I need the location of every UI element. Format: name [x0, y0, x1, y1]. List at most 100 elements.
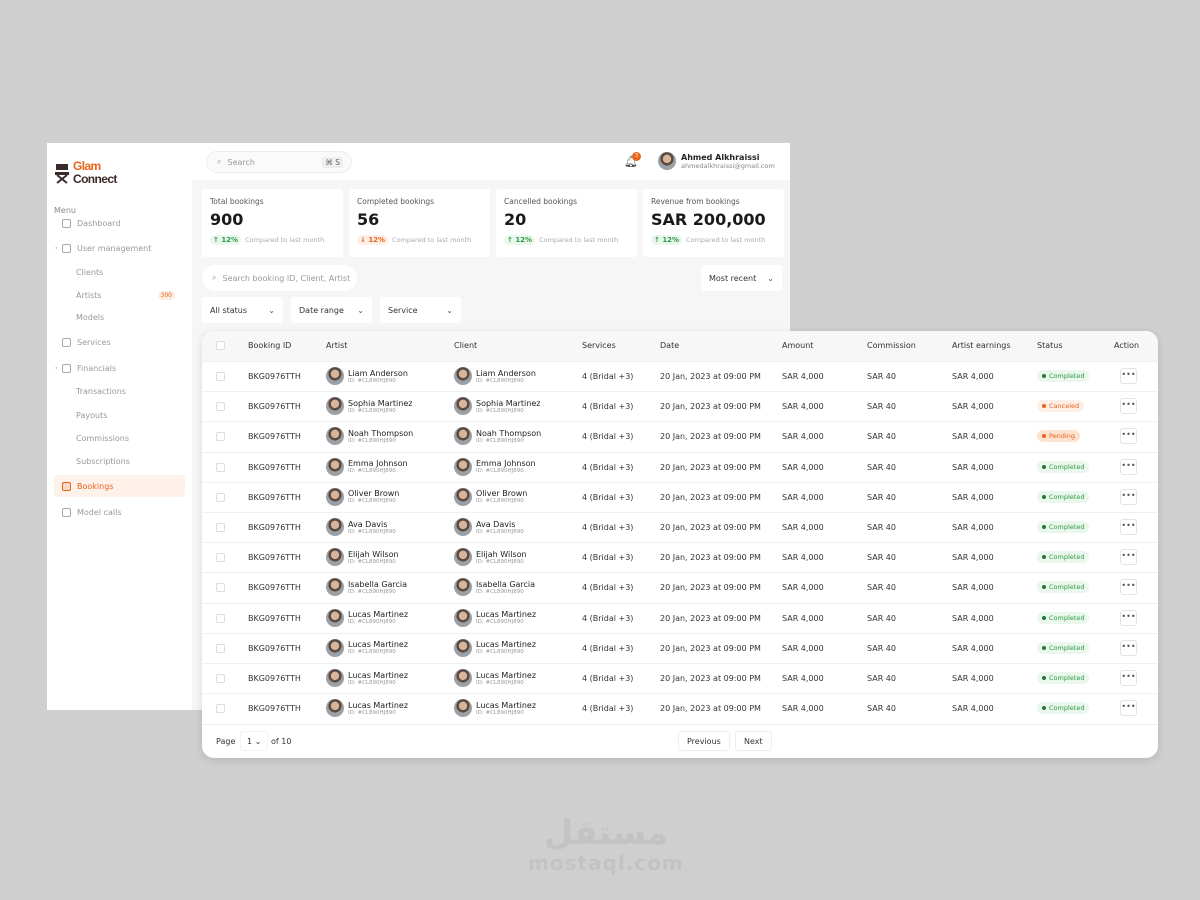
chevron-right-icon[interactable]: ›	[55, 244, 58, 252]
row-checkbox[interactable]	[216, 674, 225, 683]
more-actions-button[interactable]: •••	[1120, 700, 1137, 717]
row-checkbox[interactable]	[216, 372, 225, 381]
global-search[interactable]: ⌕ Search ⌘ S	[206, 151, 352, 173]
wallet-icon	[62, 363, 71, 373]
table-row[interactable]: BKG0976TTH Oliver Brown ID: #CL890HJ890 Oli…	[202, 481, 1158, 512]
sidebar-item-label: Transactions	[76, 386, 126, 396]
stat-change: 12%	[515, 236, 533, 244]
sidebar-item-commissions[interactable]: Commissions	[54, 427, 185, 449]
client-cell: Sophia Martinez ID: #CL890HJ890	[454, 397, 540, 416]
sort-select[interactable]: Most recent ⌄	[701, 265, 782, 291]
table-row[interactable]: BKG0976TTH Lucas Martinez ID: #CL890HJ890 L…	[202, 632, 1158, 663]
row-checkbox[interactable]	[216, 523, 225, 532]
status-filter[interactable]: All status ⌄	[202, 297, 283, 323]
user-profile[interactable]: Ahmed Alkhraissi ahmedalkhraissi@gmail.co…	[658, 152, 775, 170]
sidebar-item-financials[interactable]: › Financials	[54, 357, 185, 379]
more-actions-button[interactable]: •••	[1120, 458, 1137, 475]
more-actions-button[interactable]: •••	[1120, 579, 1137, 596]
more-actions-button[interactable]: •••	[1120, 398, 1137, 415]
more-actions-button[interactable]: •••	[1120, 609, 1137, 626]
artist-name: Elijah Wilson	[348, 549, 399, 559]
sidebar-item-clients[interactable]: Clients	[54, 261, 185, 283]
trend-pill: ↑ 12%	[504, 235, 536, 245]
sidebar: Glam Connect Menu Dashboard › User manageme…	[47, 143, 192, 710]
select-all-checkbox[interactable]	[216, 341, 225, 350]
more-actions-button[interactable]: •••	[1120, 428, 1137, 445]
users-icon	[62, 243, 71, 253]
stat-value: 56	[357, 210, 380, 229]
page-select[interactable]: 1 ⌄	[240, 731, 269, 751]
client-name: Lucas Martinez	[476, 670, 537, 680]
earnings-cell: SAR 4,000	[952, 402, 994, 412]
status-dot-icon	[1042, 585, 1046, 590]
row-checkbox[interactable]	[216, 462, 225, 472]
sidebar-item-bookings[interactable]: Bookings	[54, 475, 185, 497]
booking-id: BKG0976TTH	[248, 674, 301, 683]
row-checkbox[interactable]	[216, 553, 225, 563]
table-row[interactable]: BKG0976TTH Ava Davis ID: #CL890HJ890 Ava Da…	[202, 512, 1158, 542]
row-checkbox[interactable]	[216, 583, 225, 593]
row-checkbox[interactable]	[216, 613, 225, 623]
chevron-down-icon: ⌄	[446, 305, 453, 315]
more-actions-button[interactable]: •••	[1120, 549, 1137, 566]
sidebar-item-label: Bookings	[77, 481, 114, 491]
sidebar-item-artists[interactable]: Artists 300	[54, 284, 185, 306]
sidebar-item-payouts[interactable]: Payouts	[54, 404, 185, 426]
arrow-up-icon: ↑	[507, 236, 516, 244]
table-row[interactable]: BKG0976TTH Lucas Martinez ID: #CL890HJ890 L…	[202, 602, 1158, 633]
date-cell: 20 Jan, 2023 at 09:00 PM	[660, 492, 761, 502]
earnings-cell: SAR 4,000	[952, 372, 994, 381]
status-badge: Completed	[1037, 551, 1090, 564]
booking-search-input[interactable]: ⌕ Search booking ID, Client, Artist	[202, 265, 357, 291]
avatar	[326, 367, 344, 385]
sidebar-item-dashboard[interactable]: Dashboard	[54, 212, 185, 234]
more-actions-button[interactable]: •••	[1120, 670, 1137, 686]
sidebar-item-transactions[interactable]: Transactions	[54, 380, 185, 402]
earnings-cell: SAR 4,000	[952, 432, 994, 442]
sidebar-item-model-calls[interactable]: Model calls	[54, 501, 185, 523]
more-actions-button[interactable]: •••	[1120, 639, 1137, 656]
artist-name: Sophia Martinez	[348, 398, 413, 408]
row-checkbox[interactable]	[216, 492, 225, 502]
status-dot-icon	[1042, 404, 1046, 409]
earnings-cell: SAR 4,000	[952, 583, 994, 593]
previous-button[interactable]: Previous	[678, 731, 730, 751]
artist-cell: Ava Davis ID: #CL890HJ890	[326, 518, 396, 536]
sidebar-item-subscriptions[interactable]: Subscriptions	[54, 450, 185, 472]
more-actions-button[interactable]: •••	[1120, 488, 1137, 505]
stat-card: Cancelled bookings 20 ↑ 12% Compared to las…	[496, 189, 637, 257]
table-row[interactable]: BKG0976TTH Noah Thompson ID: #CL890HJ890 No…	[202, 421, 1158, 451]
avatar	[454, 699, 472, 718]
table-row[interactable]: BKG0976TTH Lucas Martinez ID: #CL890HJ890 L…	[202, 663, 1158, 693]
chevron-right-icon[interactable]: ›	[55, 364, 58, 372]
table-row[interactable]: BKG0976TTH Lucas Martinez ID: #CL890HJ890 L…	[202, 693, 1158, 723]
table-row[interactable]: BKG0976TTH Liam Anderson ID: #CL890HJ890 Li…	[202, 361, 1158, 391]
row-checkbox[interactable]	[216, 402, 225, 412]
table-row[interactable]: BKG0976TTH Sophia Martinez ID: #CL890HJ890…	[202, 391, 1158, 421]
more-actions-button[interactable]: •••	[1120, 368, 1137, 384]
more-actions-button[interactable]: •••	[1120, 519, 1137, 535]
row-checkbox[interactable]	[216, 432, 225, 442]
sidebar-item-services[interactable]: Services	[54, 331, 185, 353]
avatar	[326, 397, 344, 416]
sidebar-item-models[interactable]: Models	[54, 306, 185, 328]
services-cell: 4 (Bridal +3)	[582, 372, 634, 381]
date-cell: 20 Jan, 2023 at 09:00 PM	[660, 402, 761, 412]
row-checkbox[interactable]	[216, 643, 225, 653]
sidebar-item-user-management[interactable]: › User management	[54, 237, 185, 259]
date-range-filter[interactable]: Date range ⌄	[291, 297, 372, 323]
search-placeholder: Search	[227, 157, 255, 167]
page-number: 1	[247, 736, 253, 746]
table-row[interactable]: BKG0976TTH Emma Johnson ID: #CL890HJ890 Emm…	[202, 451, 1158, 482]
artist-id: ID: #CL890HJ890	[348, 528, 396, 535]
services-cell: 4 (Bridal +3)	[582, 583, 634, 593]
table-row[interactable]: BKG0976TTH Elijah Wilson ID: #CL890HJ890 El…	[202, 542, 1158, 572]
stat-value: 20	[504, 210, 527, 229]
service-filter[interactable]: Service ⌄	[380, 297, 461, 323]
avatar	[454, 457, 472, 476]
commission-cell: SAR 40	[867, 553, 896, 563]
next-button[interactable]: Next	[735, 731, 772, 751]
client-id: ID: #CL890HJ890	[476, 558, 524, 565]
row-checkbox[interactable]	[216, 704, 225, 714]
table-row[interactable]: BKG0976TTH Isabella Garcia ID: #CL890HJ890…	[202, 572, 1158, 602]
